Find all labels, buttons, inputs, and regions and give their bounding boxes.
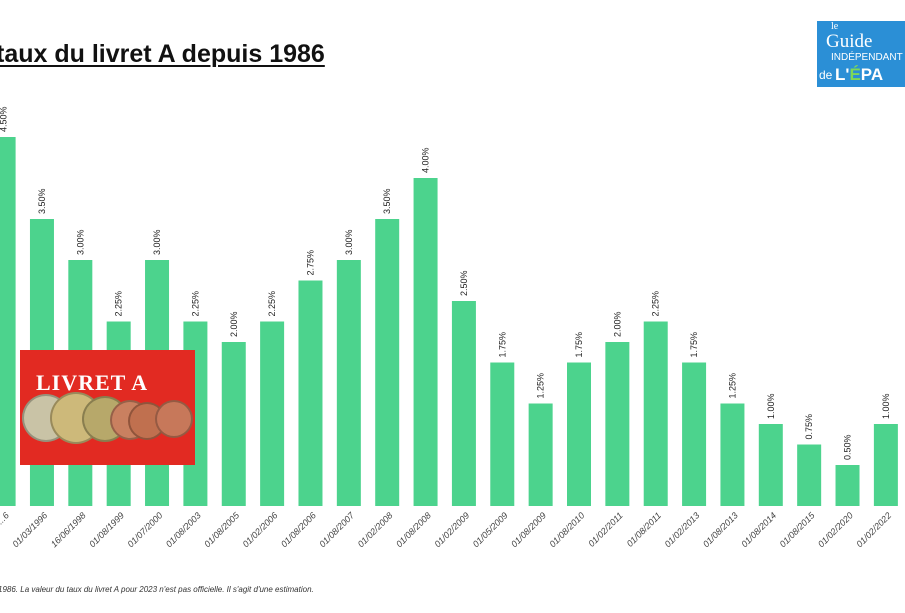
x-tick-label: 01/03/1996 (10, 510, 49, 549)
x-tick-label: 01/08/2015 (778, 510, 818, 550)
x-tick-label: 01/02/2009 (432, 510, 471, 549)
x-tick-label: 01/08/2014 (739, 510, 778, 549)
bar (528, 403, 553, 506)
data-label: 3.00% (344, 229, 354, 255)
x-tick-label: 01/08/2010 (547, 510, 586, 549)
data-label: 3.00% (75, 229, 85, 255)
x-tick-label: 01/02/2008 (356, 510, 395, 549)
data-label: 3.00% (152, 229, 162, 255)
photo-caption: LIVRET A (36, 370, 149, 395)
data-label: 2.25% (267, 291, 277, 317)
x-tick-label: 16/06/1998 (49, 510, 88, 549)
data-label: 2.25% (190, 291, 200, 317)
data-label: 4.00% (421, 147, 431, 173)
bar (221, 342, 246, 506)
bar (682, 362, 707, 506)
data-label: 2.25% (651, 291, 661, 317)
data-label: 3.50% (37, 188, 47, 214)
data-label: 0.50% (843, 434, 853, 460)
bar (451, 301, 476, 506)
data-label: 2.25% (114, 291, 124, 317)
x-tick-label: 01/07/2000 (126, 510, 165, 549)
x-tick-label: 01/08/2009 (509, 510, 548, 549)
x-tick-label: 01/02/2006 (241, 510, 280, 549)
x-tick-label: 01/08/2011 (625, 510, 663, 548)
x-tick-label: ...6 (0, 510, 11, 526)
bar (567, 362, 591, 506)
guide-epargne-logo: le Guide INDÉPENDANT de L'ÉPA (817, 21, 905, 87)
x-tick-label: 01/08/2013 (701, 510, 740, 549)
logo-de: de (819, 68, 833, 82)
x-tick-label: 01/08/2008 (394, 510, 433, 549)
data-label: 4.50% (0, 106, 9, 132)
bar (375, 219, 400, 506)
logo-epargne: L'ÉPA (835, 65, 884, 84)
x-tick-label: 01/08/2003 (164, 510, 203, 549)
bar (490, 362, 515, 506)
data-label: 1.00% (766, 393, 776, 419)
bar (758, 424, 783, 506)
x-tick-label: 01/02/2013 (663, 510, 702, 549)
bar (298, 280, 323, 506)
x-tick-label: 01/08/2007 (317, 510, 357, 550)
bar (643, 321, 668, 506)
data-label: 1.25% (727, 373, 737, 399)
data-label: 1.75% (574, 332, 584, 358)
chart-title: taux du livret A depuis 1986 (0, 40, 325, 68)
bar (605, 342, 630, 506)
bar (797, 444, 822, 506)
logo-independant: INDÉPENDANT (831, 52, 903, 63)
data-label: 2.50% (459, 270, 469, 296)
data-label: 2.75% (305, 250, 315, 276)
data-label: 2.00% (229, 311, 239, 337)
x-tick-label: 01/02/2011 (586, 510, 624, 548)
data-label: 1.75% (497, 332, 507, 358)
data-label: 0.75% (804, 414, 814, 440)
x-tick-label: 01/02/2020 (816, 510, 855, 549)
x-tick-label: 01/08/1999 (87, 510, 126, 549)
data-label: 1.75% (689, 332, 699, 358)
bar (0, 137, 16, 506)
x-tick-label: 01/02/2022 (854, 510, 893, 549)
livret-a-photo: LIVRET A (20, 350, 195, 465)
data-label: 3.50% (382, 188, 392, 214)
logo-guide: Guide (826, 31, 873, 52)
bar (835, 465, 860, 506)
data-label: 2.00% (612, 311, 622, 337)
bar (336, 260, 361, 506)
x-tick-label: 01/08/2006 (279, 510, 318, 549)
data-label: 1.00% (881, 393, 891, 419)
bar (720, 403, 745, 506)
bar (413, 178, 438, 506)
x-tick-label: 01/05/2009 (471, 510, 510, 549)
x-tick-label: 01/08/2005 (202, 510, 242, 550)
data-label: 1.25% (536, 373, 546, 399)
bar (873, 424, 898, 506)
bar (260, 321, 285, 506)
footnote: 1986. La valeur du taux du livret A pour… (0, 585, 314, 594)
logo-le: le (831, 21, 839, 32)
